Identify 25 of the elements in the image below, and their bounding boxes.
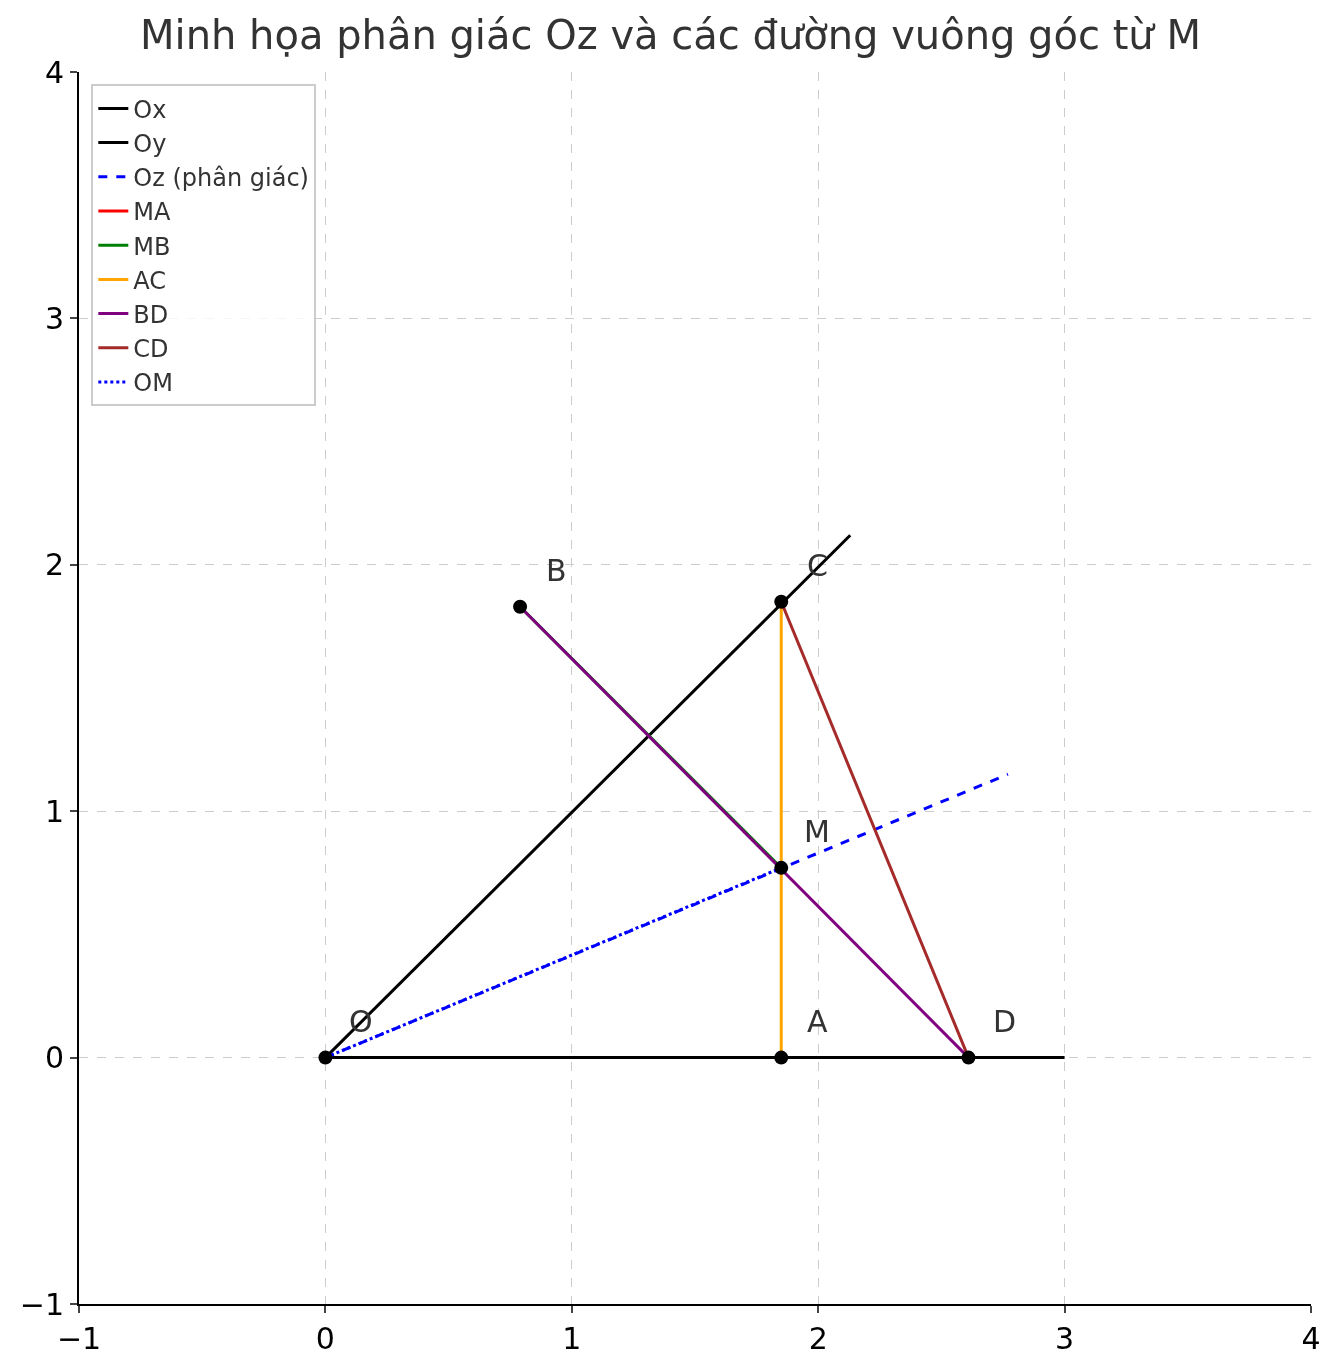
annotation: M <box>804 814 830 849</box>
legend-label: MB <box>133 232 171 261</box>
x-tick-label: 2 <box>808 1321 828 1356</box>
legend-label: AC <box>133 266 167 295</box>
annotation: B <box>546 553 567 588</box>
legend-label: BD <box>133 300 169 329</box>
legend-label: Ox <box>133 95 167 124</box>
annotation: D <box>993 1004 1017 1039</box>
y-tick-label: −1 <box>19 1286 64 1322</box>
x-tick-label: 1 <box>562 1321 582 1356</box>
y-tick-label: 1 <box>44 793 64 829</box>
y-tick-label: 2 <box>44 547 64 583</box>
legend-label: Oy <box>133 129 167 158</box>
y-tick-label: 3 <box>44 300 64 336</box>
y-tick-label: 0 <box>44 1040 64 1076</box>
x-tick-label: 3 <box>1055 1321 1075 1356</box>
chart-title: Minh họa phân giác Oz và các đường vuông góc từ M <box>140 11 1201 58</box>
x-tick-label: 0 <box>315 1321 335 1356</box>
legend-label: OM <box>133 369 173 398</box>
legend-label: Oz (phân giác) <box>133 164 309 193</box>
legend-label: CD <box>133 335 169 364</box>
x-tick-label: 4 <box>1301 1321 1321 1356</box>
legend-label: MA <box>133 198 172 227</box>
y-tick-label: 4 <box>44 54 64 90</box>
annotation: A <box>807 1004 828 1039</box>
